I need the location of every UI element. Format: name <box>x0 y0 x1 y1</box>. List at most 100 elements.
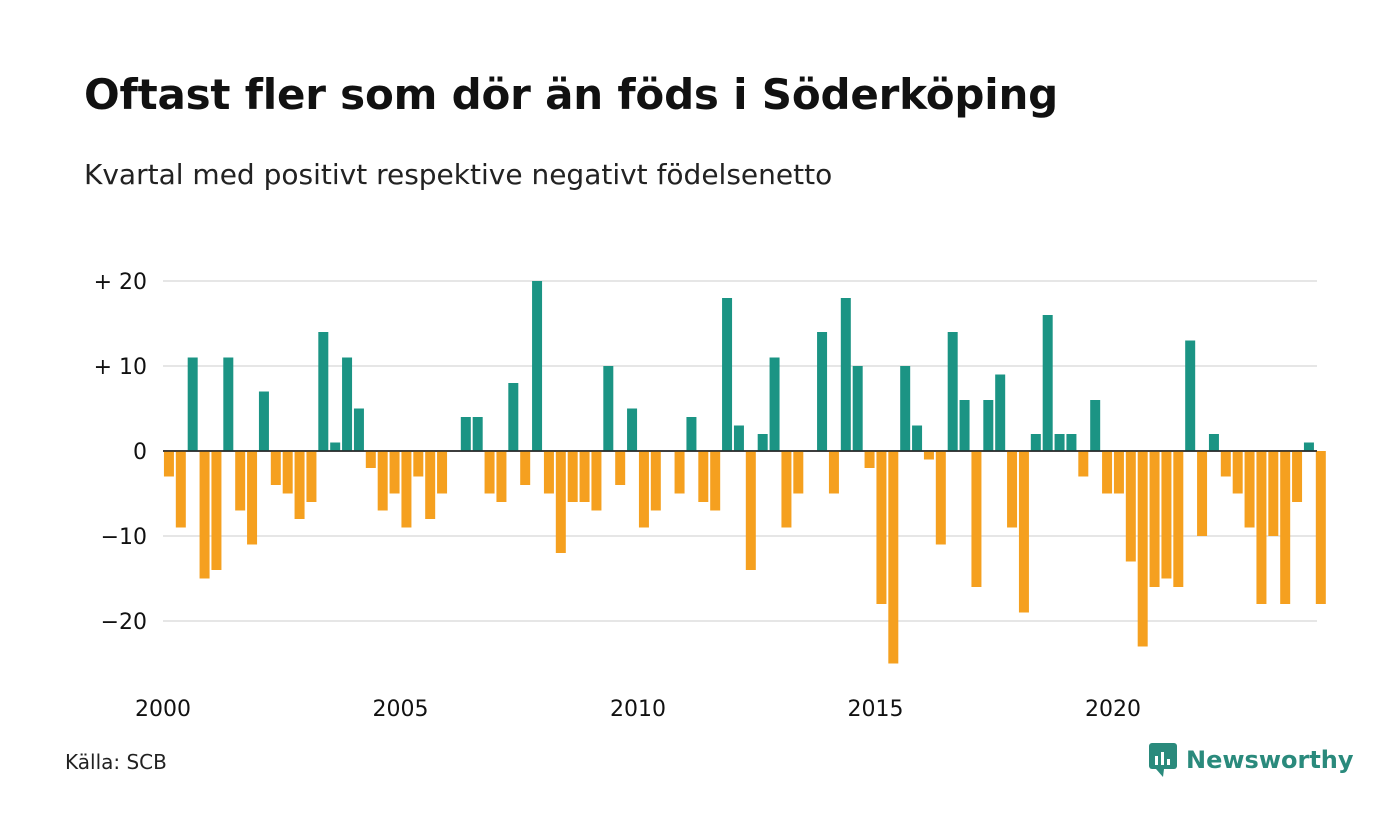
bar <box>947 332 958 451</box>
bar <box>710 451 721 511</box>
bar <box>1303 442 1314 451</box>
bar <box>995 374 1006 451</box>
bar <box>318 332 329 451</box>
x-tick-label: 2005 <box>373 697 429 722</box>
bar <box>900 366 911 451</box>
bar <box>199 451 210 579</box>
source-note: Källa: SCB <box>65 750 167 774</box>
bar <box>1007 451 1018 528</box>
bar <box>413 451 424 477</box>
bar <box>935 451 946 545</box>
bar <box>211 451 222 570</box>
bar <box>1078 451 1089 477</box>
bar <box>472 417 483 451</box>
brand-name: Newsworthy <box>1186 746 1354 774</box>
bar <box>864 451 875 468</box>
bar <box>543 451 554 494</box>
bar <box>603 366 614 451</box>
bar <box>1161 451 1172 579</box>
bar <box>1113 451 1124 494</box>
bar <box>389 451 400 494</box>
x-tick-label: 2010 <box>610 697 666 722</box>
bar <box>1018 451 1029 613</box>
bar <box>270 451 281 485</box>
bar <box>294 451 305 519</box>
bar <box>1054 434 1065 451</box>
bar <box>769 357 780 451</box>
bar <box>282 451 293 494</box>
bar <box>888 451 899 664</box>
x-tick-label: 2020 <box>1085 697 1141 722</box>
bar <box>591 451 602 511</box>
bar <box>1197 451 1208 536</box>
bar <box>365 451 376 468</box>
bar <box>1232 451 1243 494</box>
bar <box>484 451 495 494</box>
bar <box>1220 451 1231 477</box>
bars <box>163 281 1326 664</box>
bar <box>959 400 970 451</box>
bar <box>567 451 578 502</box>
bar <box>733 425 744 451</box>
bar <box>1149 451 1160 587</box>
y-tick-label: + 10 <box>94 355 147 380</box>
bar <box>508 383 519 451</box>
bar <box>1090 400 1101 451</box>
bar <box>306 451 317 502</box>
bar <box>532 281 543 451</box>
bar <box>1268 451 1279 536</box>
newsworthy-icon <box>1149 743 1177 777</box>
bar <box>971 451 982 587</box>
bar <box>1066 434 1077 451</box>
y-tick-label: −10 <box>101 525 147 550</box>
bar <box>579 451 590 502</box>
bar <box>817 332 828 451</box>
bar <box>377 451 388 511</box>
bar <box>520 451 531 485</box>
bar <box>757 434 768 451</box>
bar <box>698 451 709 502</box>
bar <box>425 451 436 519</box>
bar <box>1173 451 1184 587</box>
bar <box>330 442 341 451</box>
bar <box>258 391 269 451</box>
bar <box>923 451 934 460</box>
bar <box>745 451 756 570</box>
bar <box>1125 451 1136 562</box>
bar <box>983 400 994 451</box>
bar <box>781 451 792 528</box>
bar <box>876 451 887 604</box>
bar <box>722 298 733 451</box>
bar <box>828 451 839 494</box>
y-tick-label: + 20 <box>94 270 147 295</box>
bar <box>615 451 626 485</box>
bar <box>686 417 697 451</box>
x-tick-label: 2000 <box>135 697 191 722</box>
bar <box>1185 340 1196 451</box>
bar <box>1292 451 1303 502</box>
chart-title: Oftast fler som dör än föds i Söderköpin… <box>84 70 1059 119</box>
bar <box>852 366 863 451</box>
bar <box>247 451 258 545</box>
bar <box>401 451 412 528</box>
bar <box>175 451 186 528</box>
bar <box>353 408 364 451</box>
bar <box>1102 451 1113 494</box>
bar <box>793 451 804 494</box>
y-tick-label: −20 <box>101 610 147 635</box>
bar <box>1208 434 1219 451</box>
x-tick-label: 2015 <box>848 697 904 722</box>
bar <box>496 451 507 502</box>
bar <box>555 451 566 553</box>
bar <box>1280 451 1291 604</box>
bar <box>674 451 685 494</box>
bar <box>840 298 851 451</box>
bar <box>638 451 649 528</box>
bar <box>1244 451 1255 528</box>
bar <box>223 357 234 451</box>
bar <box>1315 451 1326 604</box>
bar <box>912 425 923 451</box>
bar <box>1030 434 1041 451</box>
bar <box>650 451 661 511</box>
